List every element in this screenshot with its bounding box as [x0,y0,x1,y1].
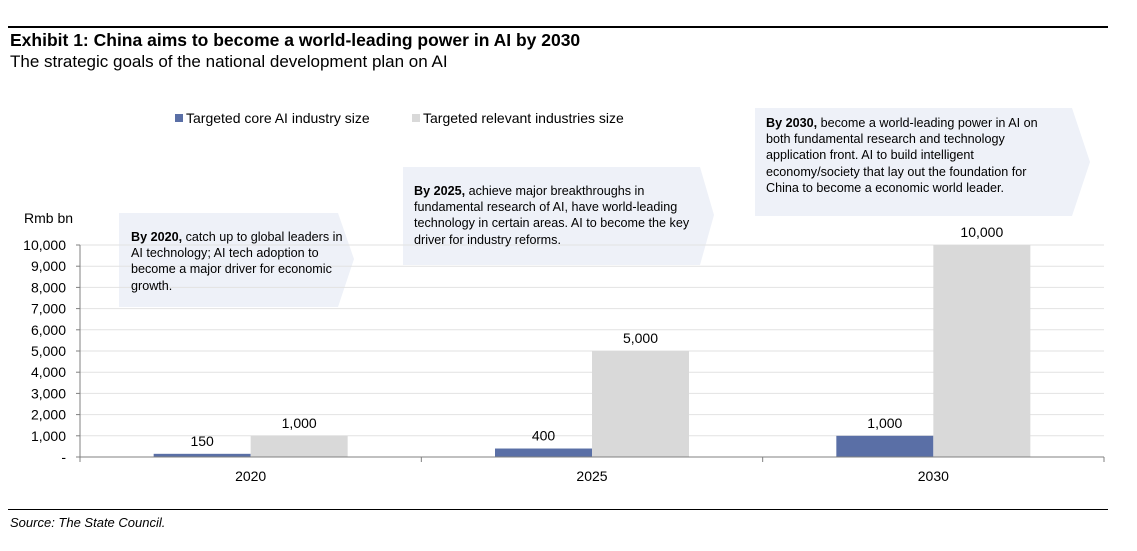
chart-subtitle: The strategic goals of the national deve… [10,52,448,71]
y-tick-label: 7,000 [31,301,66,317]
x-tick-label-2025: 2025 [576,468,607,484]
y-tick-label: 5,000 [31,343,66,359]
callout-box-2020 [119,213,354,307]
callout-2030-text: become a world-leading power in AI on bo… [766,116,1038,195]
legend-label-relevant: Targeted relevant industries size [423,110,624,126]
y-tick-label: 4,000 [31,364,66,380]
chart-title: Exhibit 1: China aims to become a world-… [10,30,581,50]
y-tick-label: 8,000 [31,279,66,295]
callout-2025-text: achieve major breakthroughs in fundament… [414,184,690,247]
data-label-core-2030: 1,000 [867,415,902,431]
y-tick-label: 2,000 [31,407,66,423]
bar-relevant-2030 [933,245,1031,457]
bars [153,245,1031,457]
callout-2030: By 2030, become a world-leading power in… [766,115,1056,196]
data-label-relevant-2025: 5,000 [623,330,658,346]
y-tick-label: 3,000 [31,385,66,401]
top-rule [8,26,1108,28]
bar-core-2020 [153,453,251,457]
legend-swatch-core [175,114,183,122]
callout-2020-text: catch up to global leaders in AI technol… [131,230,343,293]
callout-2025: By 2025, achieve major breakthroughs in … [414,183,699,248]
y-tick-label: 1,000 [31,428,66,444]
y-axis-title: Rmb bn [24,210,73,226]
callout-box-2030 [755,108,1090,216]
data-label-core-2020: 150 [190,433,214,449]
y-tick-label: 6,000 [31,322,66,338]
bar-relevant-2020 [250,435,348,457]
legend-label-core: Targeted core AI industry size [186,110,370,126]
legend: Targeted core AI industry size Targeted r… [175,110,624,126]
data-label-relevant-2030: 10,000 [960,224,1003,240]
data-label-relevant-2020: 1,000 [282,415,317,431]
callout-box-2025 [403,167,714,265]
x-tick-label-2020: 2020 [235,468,266,484]
source-note: Source: The State Council. [10,515,166,530]
y-tick-label: - [61,449,66,465]
y-tick-label: 10,000 [23,237,66,253]
y-tick-label: 9,000 [31,258,66,274]
callout-2020: By 2020, catch up to global leaders in A… [131,229,343,294]
callout-2020-lead: By 2020, [131,230,183,244]
data-labels: 150 1,000 2020 400 5,000 2025 1,000 10,000 2030 [190,224,1003,484]
bottom-rule [8,509,1108,510]
x-tick-label-2030: 2030 [918,468,949,484]
callout-2030-lead: By 2030, [766,116,818,130]
data-label-core-2025: 400 [532,428,556,444]
bar-relevant-2025 [592,351,689,457]
callout-shapes [119,108,1090,307]
bar-core-2030 [836,435,934,457]
callout-2025-lead: By 2025, [414,184,466,198]
axes: - 1,000 2,000 3,000 4,000 5,000 6,000 7,000 8,00… [23,210,1105,465]
legend-swatch-relevant [412,114,420,122]
bar-core-2025 [495,448,592,457]
